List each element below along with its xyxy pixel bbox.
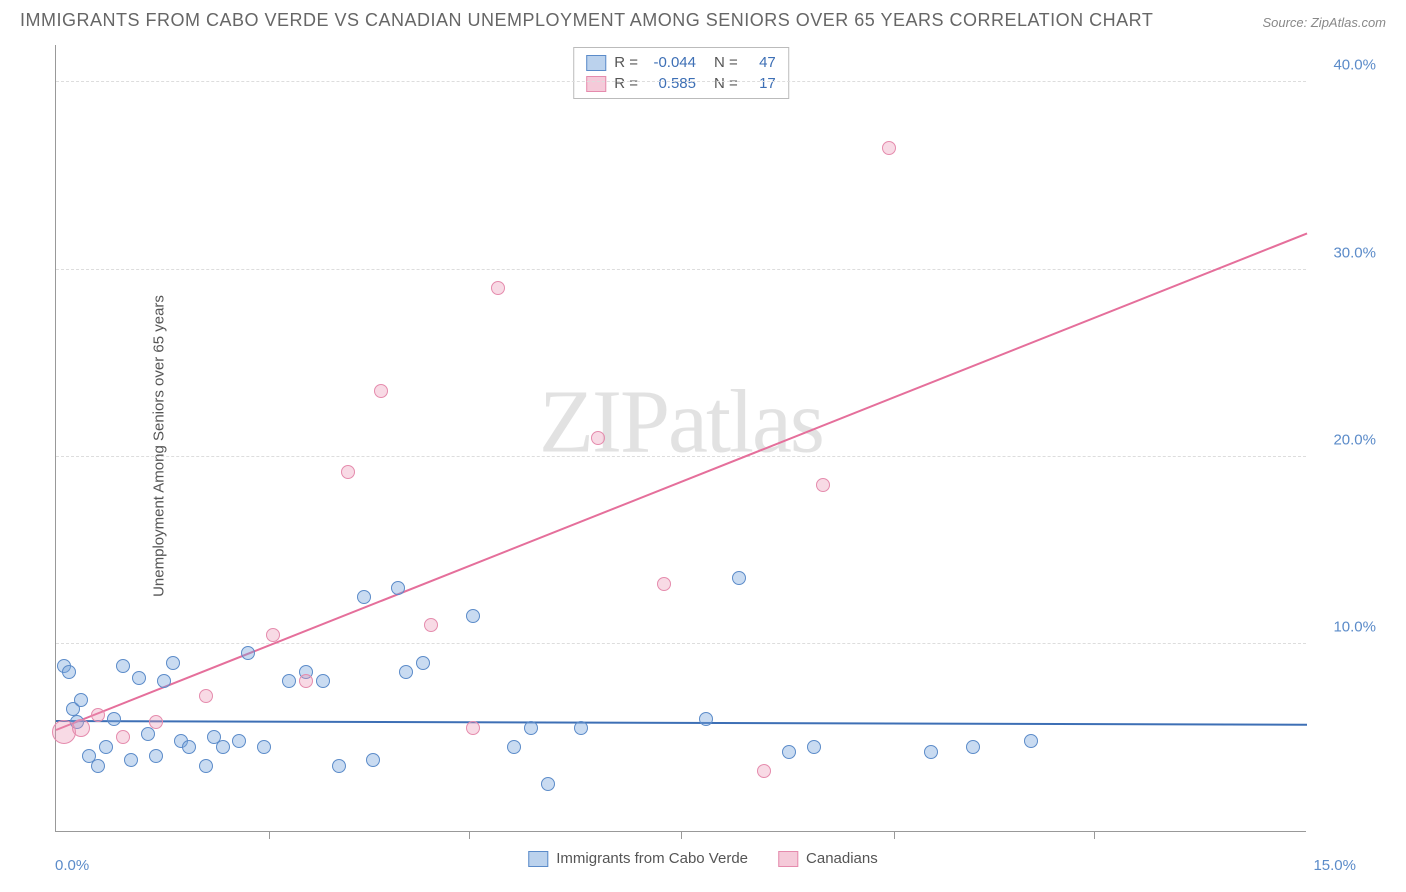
n-label: N =	[714, 54, 738, 71]
data-point	[216, 740, 230, 754]
chart-title: IMMIGRANTS FROM CABO VERDE VS CANADIAN U…	[20, 10, 1153, 31]
data-point	[807, 740, 821, 754]
data-point	[232, 734, 246, 748]
data-point	[357, 590, 371, 604]
data-point	[182, 740, 196, 754]
data-point	[924, 745, 938, 759]
data-point	[732, 571, 746, 585]
data-point	[116, 659, 130, 673]
trend-line	[56, 720, 1307, 726]
data-point	[166, 656, 180, 670]
data-point	[149, 749, 163, 763]
x-axis-min-label: 0.0%	[55, 857, 89, 874]
x-axis-max-label: 15.0%	[1313, 857, 1356, 874]
n-value: 17	[746, 75, 776, 92]
n-value: 47	[746, 54, 776, 71]
data-point	[316, 674, 330, 688]
data-point	[657, 577, 671, 591]
data-point	[466, 721, 480, 735]
data-point	[99, 740, 113, 754]
data-point	[757, 764, 771, 778]
gridline	[56, 269, 1306, 270]
data-point	[74, 693, 88, 707]
r-label: R =	[614, 75, 638, 92]
series-legend: Immigrants from Cabo Verde Canadians	[528, 850, 877, 867]
data-point	[591, 431, 605, 445]
data-point	[399, 665, 413, 679]
data-point	[424, 618, 438, 632]
data-point	[816, 478, 830, 492]
data-point	[507, 740, 521, 754]
x-tick	[681, 831, 682, 839]
data-point	[124, 753, 138, 767]
data-point	[782, 745, 796, 759]
data-point	[391, 581, 405, 595]
data-point	[241, 646, 255, 660]
x-tick	[469, 831, 470, 839]
data-point	[341, 465, 355, 479]
data-point	[366, 753, 380, 767]
legend-label: Immigrants from Cabo Verde	[556, 850, 748, 867]
data-point	[524, 721, 538, 735]
data-point	[416, 656, 430, 670]
data-point	[91, 759, 105, 773]
data-point	[699, 712, 713, 726]
data-point	[332, 759, 346, 773]
data-point	[91, 708, 105, 722]
data-point	[374, 384, 388, 398]
data-point	[266, 628, 280, 642]
n-label: N =	[714, 75, 738, 92]
data-point	[466, 609, 480, 623]
x-tick	[1094, 831, 1095, 839]
data-point	[149, 715, 163, 729]
data-point	[491, 281, 505, 295]
gridline	[56, 456, 1306, 457]
r-value: 0.585	[646, 75, 696, 92]
chart-container: IMMIGRANTS FROM CABO VERDE VS CANADIAN U…	[0, 0, 1406, 892]
legend-item: Canadians	[778, 850, 878, 867]
legend-label: Canadians	[806, 850, 878, 867]
x-tick	[269, 831, 270, 839]
source-attribution: Source: ZipAtlas.com	[1262, 15, 1386, 30]
data-point	[882, 141, 896, 155]
legend-row: R = -0.044 N = 47	[586, 52, 776, 73]
data-point	[199, 689, 213, 703]
data-point	[132, 671, 146, 685]
legend-swatch	[778, 851, 798, 867]
legend-swatch	[528, 851, 548, 867]
y-tick-label: 20.0%	[1333, 431, 1376, 448]
data-point	[199, 759, 213, 773]
x-tick	[894, 831, 895, 839]
y-tick-label: 40.0%	[1333, 57, 1376, 74]
y-tick-label: 30.0%	[1333, 244, 1376, 261]
correlation-legend: R = -0.044 N = 47 R = 0.585 N = 17	[573, 47, 789, 99]
gridline	[56, 81, 1306, 82]
plot-area: ZIPatlas R =-0.044N =47R =0.585N =17 10.…	[55, 45, 1306, 832]
data-point	[107, 712, 121, 726]
legend-row: R = 0.585 N = 17	[586, 73, 776, 94]
r-value: -0.044	[646, 54, 696, 71]
legend-swatch	[586, 55, 606, 71]
data-point	[299, 674, 313, 688]
y-tick-label: 10.0%	[1333, 618, 1376, 635]
data-point	[1024, 734, 1038, 748]
gridline	[56, 643, 1306, 644]
data-point	[966, 740, 980, 754]
data-point	[157, 674, 171, 688]
data-point	[574, 721, 588, 735]
data-point	[72, 719, 90, 737]
data-point	[257, 740, 271, 754]
data-point	[116, 730, 130, 744]
data-point	[282, 674, 296, 688]
legend-swatch	[586, 76, 606, 92]
legend-item: Immigrants from Cabo Verde	[528, 850, 748, 867]
watermark-text: ZIPatlas	[539, 371, 823, 474]
data-point	[62, 665, 76, 679]
data-point	[541, 777, 555, 791]
r-label: R =	[614, 54, 638, 71]
